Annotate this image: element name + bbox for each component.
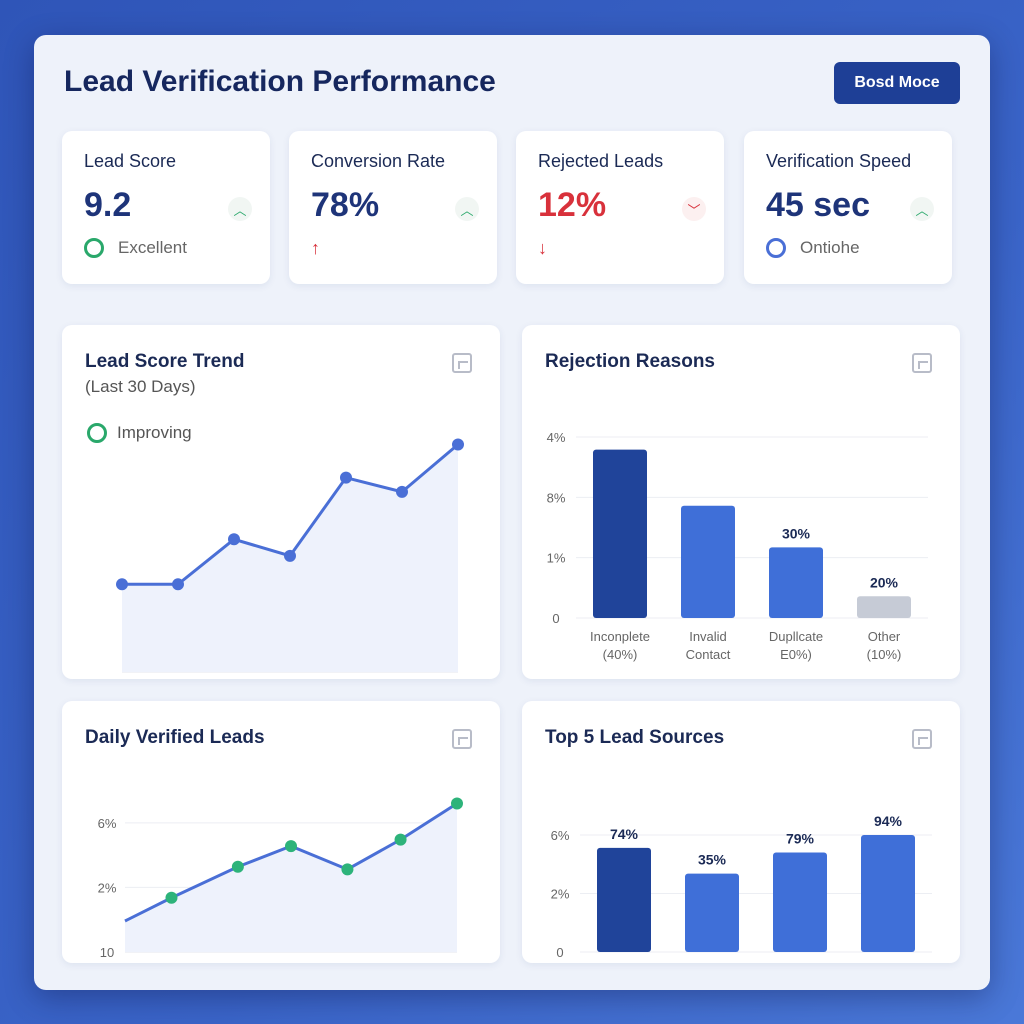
data-point <box>451 797 463 810</box>
bar <box>681 505 735 618</box>
y-tick-label: 0 <box>552 611 559 626</box>
bar <box>597 847 651 952</box>
kpi-card: Conversion Rate 78% ︿ ↑ <box>289 131 497 284</box>
page-title: Lead Verification Performance <box>64 65 496 98</box>
kpi-label: Verification Speed <box>766 151 912 171</box>
bar <box>773 852 827 952</box>
status-ring-icon <box>87 423 107 443</box>
data-point <box>228 533 240 546</box>
bar <box>861 835 915 952</box>
lead-score-trend-card: Lead Score Trend (Last 30 Days) Improvin… <box>62 325 500 679</box>
calendar-icon[interactable] <box>912 353 932 373</box>
chevron-down-icon: ﹀ <box>682 197 706 221</box>
kpi-card: Rejected Leads 12% ﹀ ↓ <box>516 131 724 284</box>
card-subtitle: (Last 30 Days) <box>85 377 196 396</box>
top-lead-sources-chart: 02%6%74%Website Form35%Email Campaign79%… <box>551 813 932 960</box>
card-title: Rejection Reasons <box>545 351 715 372</box>
data-point <box>394 833 407 846</box>
y-tick-label: 2% <box>98 880 117 895</box>
bar <box>769 547 823 618</box>
y-tick-label: 6% <box>551 828 570 843</box>
x-tick-label: Invalid <box>689 629 727 644</box>
data-point <box>165 891 178 904</box>
card-title: Daily Verified Leads <box>85 727 265 748</box>
area-fill <box>125 803 457 952</box>
kpi-card: Lead Score 9.2 ︿ Excellent <box>62 131 270 284</box>
data-point <box>341 863 354 876</box>
y-tick-label: 10 <box>100 945 114 960</box>
kpi-status: ↓ <box>538 238 561 259</box>
data-point <box>285 840 297 853</box>
top-lead-sources-card: Top 5 Lead Sources 02%6%74%Website Form3… <box>522 701 960 963</box>
kpi-status-label: Ontiohe <box>800 238 860 257</box>
kpi-value: 9.2 <box>84 186 132 224</box>
status-ring-icon <box>84 238 104 258</box>
y-tick-label: 6% <box>98 816 117 831</box>
chevron-up-icon: ︿ <box>455 197 479 221</box>
data-point <box>452 438 464 451</box>
data-point <box>231 860 244 873</box>
data-point <box>116 578 128 591</box>
data-point <box>284 549 296 562</box>
kpi-label: Lead Score <box>84 151 177 171</box>
y-tick-label: 1% <box>547 551 566 566</box>
data-point <box>340 471 352 484</box>
chevron-up-icon: ︿ <box>228 197 252 221</box>
y-tick-label: 8% <box>547 490 566 505</box>
kpi-value: 78% <box>311 186 380 224</box>
y-tick-label: 4% <box>547 430 566 445</box>
lead-score-trend-chart: Condely <box>116 438 464 673</box>
arrow-up-icon: ↑ <box>311 238 320 258</box>
bar <box>593 449 647 618</box>
rejection-reasons-chart: 0 1% 8% 4% Inconplete (40%) Invalid Contact 30% D… <box>547 430 928 662</box>
bar-data-label: 20% <box>870 574 899 590</box>
kpi-status-label: Excellent <box>118 238 187 257</box>
data-point <box>172 578 184 591</box>
bar <box>857 596 911 618</box>
calendar-icon[interactable] <box>452 353 472 373</box>
chevron-up-icon: ︿ <box>910 197 934 221</box>
bar <box>685 873 739 952</box>
kpi-label: Rejected Leads <box>538 151 664 171</box>
kpi-status: Excellent <box>84 238 187 258</box>
arrow-down-icon: ↓ <box>538 238 547 258</box>
daily-verified-leads-card: Daily Verified Leads 102%6%Daily Verifie… <box>62 701 500 963</box>
card-title: Top 5 Lead Sources <box>545 727 725 748</box>
header-action-button[interactable]: Bosd Moce <box>834 62 960 104</box>
kpi-value: 45 sec <box>766 186 870 224</box>
data-point <box>396 485 408 498</box>
bar-data-label: 79% <box>786 831 815 847</box>
x-tick-label: (40%) <box>603 647 638 662</box>
bar-data-label: 30% <box>782 525 811 541</box>
rejection-reasons-card: Rejection Reasons 0 1% 8% 4% Inconplete (40%)… <box>522 325 960 679</box>
bar-data-label: 74% <box>610 826 639 842</box>
x-tick-label: E0%) <box>780 647 812 662</box>
x-tick-label: (10%) <box>867 647 902 662</box>
calendar-icon[interactable] <box>912 729 932 749</box>
kpi-label: Conversion Rate <box>311 151 446 171</box>
kpi-value: 12% <box>538 186 607 224</box>
card-title: Lead Score Trend <box>85 351 245 372</box>
x-tick-label: Contact <box>686 647 731 662</box>
y-tick-label: 0 <box>556 945 563 960</box>
bar-data-label: 35% <box>698 852 727 868</box>
status-label: Improving <box>117 423 192 442</box>
bar-data-label: 94% <box>874 813 903 829</box>
x-tick-label: Inconplete <box>590 629 650 644</box>
x-tick-label: Dupllcate <box>769 629 823 644</box>
y-tick-label: 2% <box>551 887 570 902</box>
trend-status: Improving <box>87 423 192 443</box>
calendar-icon[interactable] <box>452 729 472 749</box>
daily-verified-leads-chart: 102%6%Daily Verified Leads <box>98 797 463 960</box>
status-ring-icon <box>766 238 786 258</box>
dashboard-panel: Lead Verification Performance Bosd Moce … <box>34 35 990 990</box>
kpi-status: ↑ <box>311 238 334 259</box>
x-tick-label: Other <box>868 629 901 644</box>
kpi-card: Verification Speed 45 sec ︿ Ontiohe <box>744 131 952 284</box>
kpi-status: Ontiohe <box>766 238 860 258</box>
